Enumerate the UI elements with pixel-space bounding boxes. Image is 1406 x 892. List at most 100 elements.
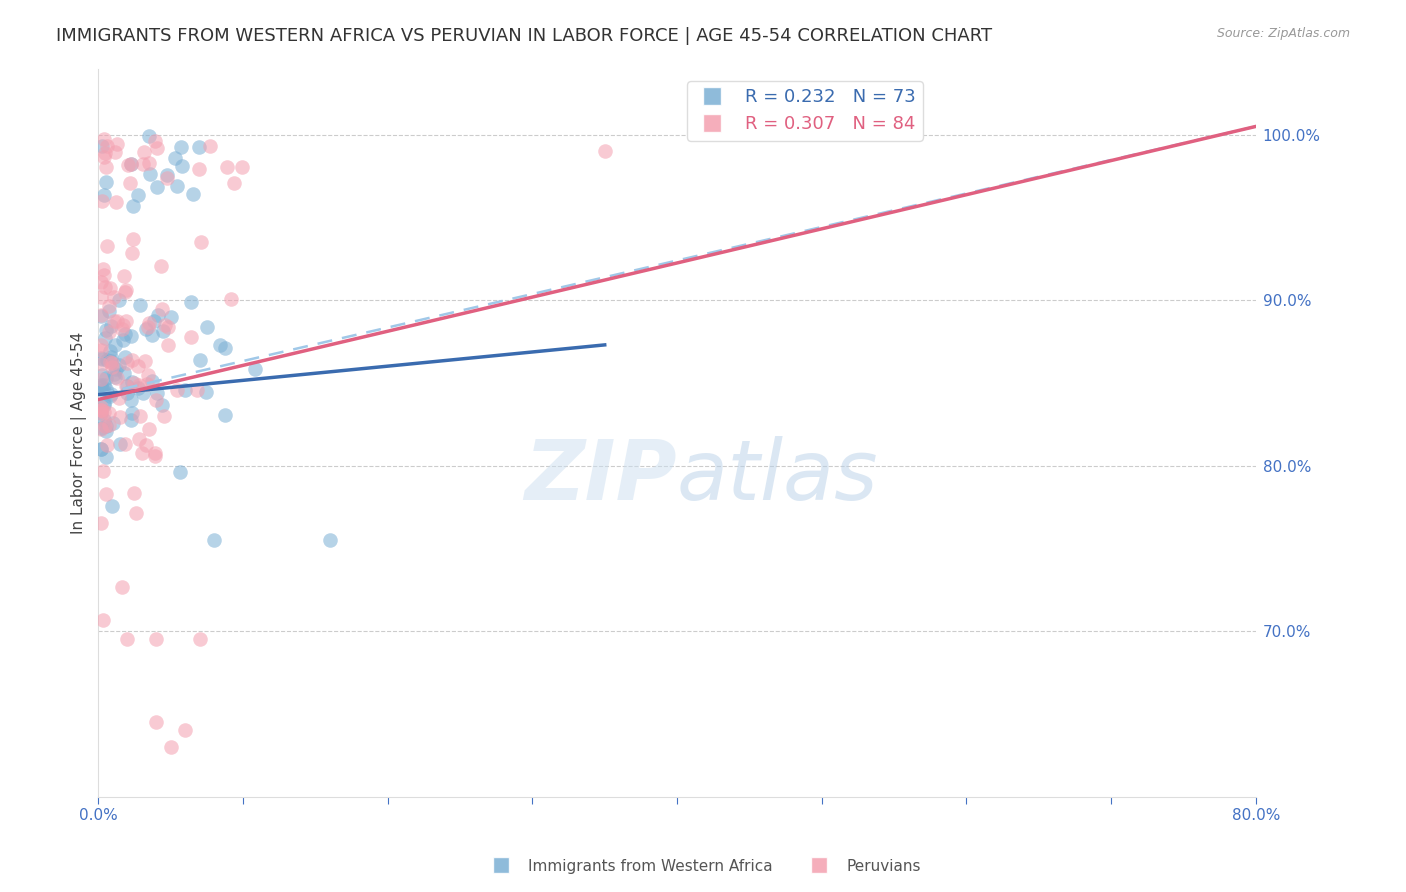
Point xyxy=(112,269,135,284)
Point xyxy=(120,392,142,407)
Point xyxy=(94,175,117,189)
Point xyxy=(194,384,217,399)
Point xyxy=(143,134,166,148)
Point xyxy=(181,187,204,202)
Point xyxy=(163,151,186,165)
Point xyxy=(93,150,115,164)
Point xyxy=(187,140,209,154)
Point xyxy=(90,343,112,358)
Point xyxy=(97,406,120,420)
Text: IMMIGRANTS FROM WESTERN AFRICA VS PERUVIAN IN LABOR FORCE | AGE 45-54 CORRELATIO: IMMIGRANTS FROM WESTERN AFRICA VS PERUVI… xyxy=(56,27,993,45)
Point xyxy=(138,422,160,436)
Point xyxy=(166,179,188,194)
Point xyxy=(90,442,112,456)
Point xyxy=(132,157,155,171)
Point xyxy=(138,156,160,170)
Point xyxy=(96,352,118,367)
Point xyxy=(157,338,180,352)
Point xyxy=(243,362,266,376)
Point xyxy=(108,391,131,405)
Point xyxy=(90,402,112,417)
Point xyxy=(143,446,166,460)
Point xyxy=(231,160,253,174)
Point xyxy=(100,387,122,401)
Point xyxy=(90,372,112,386)
Point xyxy=(108,358,131,372)
Point xyxy=(114,314,136,328)
Point xyxy=(117,158,139,172)
Text: Source: ZipAtlas.com: Source: ZipAtlas.com xyxy=(1216,27,1350,40)
Point xyxy=(128,378,150,392)
Point xyxy=(93,268,115,282)
Point xyxy=(93,187,115,202)
Point xyxy=(114,327,136,342)
Point xyxy=(101,499,124,513)
Point xyxy=(90,422,112,436)
Point xyxy=(93,398,115,412)
Point xyxy=(214,408,236,422)
Point xyxy=(143,450,166,464)
Point xyxy=(160,310,183,325)
Point xyxy=(136,320,159,334)
Point xyxy=(90,516,112,530)
Point xyxy=(120,413,142,427)
Point xyxy=(111,322,134,336)
Point xyxy=(103,290,125,304)
Point xyxy=(117,355,139,369)
Point xyxy=(98,343,121,358)
Point xyxy=(90,380,112,394)
Point xyxy=(159,739,181,754)
Point xyxy=(105,137,128,152)
Point xyxy=(127,381,149,395)
Point xyxy=(90,351,112,365)
Point xyxy=(94,279,117,293)
Point xyxy=(98,281,121,295)
Point xyxy=(121,199,143,213)
Point xyxy=(169,465,191,479)
Point xyxy=(145,715,167,730)
Point xyxy=(100,354,122,368)
Point xyxy=(93,396,115,410)
Point xyxy=(117,632,139,647)
Point xyxy=(166,383,188,397)
Point xyxy=(188,632,211,647)
Point xyxy=(90,400,112,414)
Text: atlas: atlas xyxy=(678,436,879,516)
Point xyxy=(90,357,112,371)
Point xyxy=(103,145,125,160)
Point xyxy=(114,285,136,299)
Point xyxy=(134,353,156,368)
Point xyxy=(114,437,136,451)
Point xyxy=(93,413,115,427)
Point xyxy=(156,319,179,334)
Point xyxy=(90,338,112,352)
Point xyxy=(90,421,112,435)
Point xyxy=(91,261,114,276)
Point xyxy=(319,533,342,548)
Point xyxy=(136,376,159,391)
Point xyxy=(209,338,232,352)
Point xyxy=(145,392,167,407)
Point xyxy=(121,231,143,245)
Point xyxy=(188,353,211,368)
Point xyxy=(105,313,128,327)
Point xyxy=(138,316,160,330)
Point xyxy=(94,371,117,385)
Point xyxy=(156,168,179,182)
Point xyxy=(202,533,225,548)
Point xyxy=(214,341,236,355)
Point xyxy=(91,613,114,627)
Point xyxy=(136,368,159,383)
Point xyxy=(90,309,112,323)
Point xyxy=(190,235,212,249)
Point xyxy=(146,386,169,401)
Point xyxy=(125,506,148,520)
Point xyxy=(153,318,176,332)
Point xyxy=(111,580,134,594)
Point xyxy=(94,382,117,396)
Point xyxy=(195,319,218,334)
Point xyxy=(103,367,125,381)
Point xyxy=(94,419,117,434)
Y-axis label: In Labor Force | Age 45-54: In Labor Force | Age 45-54 xyxy=(72,332,87,533)
Point xyxy=(101,356,124,370)
